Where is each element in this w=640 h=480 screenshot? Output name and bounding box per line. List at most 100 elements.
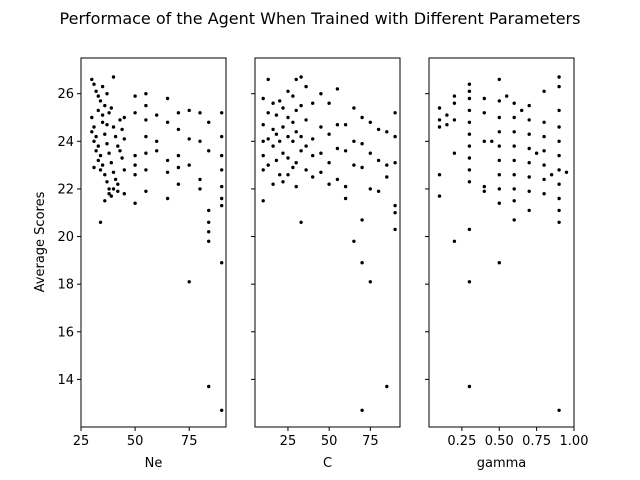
scatter-point xyxy=(278,139,282,143)
scatter-point xyxy=(299,220,303,224)
scatter-point xyxy=(198,111,202,115)
x-axis-label: gamma xyxy=(477,456,527,471)
scatter-point xyxy=(261,153,265,158)
scatter-point xyxy=(393,211,397,215)
scatter-point xyxy=(299,134,303,139)
x-tick-label: 0.75 xyxy=(522,434,551,449)
scatter-point xyxy=(144,168,148,172)
scatter-point xyxy=(118,149,122,153)
scatter-point xyxy=(542,163,546,167)
scatter-point xyxy=(92,82,96,86)
scatter-point xyxy=(497,187,501,191)
scatter-point xyxy=(319,151,323,155)
scatter-point xyxy=(220,408,224,412)
scatter-point xyxy=(557,125,561,129)
scatter-point xyxy=(220,111,224,115)
scatter-point xyxy=(393,134,397,139)
scatter-point xyxy=(542,177,546,182)
panel-frame xyxy=(428,57,575,428)
scatter-point xyxy=(187,280,191,284)
scatter-point xyxy=(220,134,224,139)
scatter-point xyxy=(281,151,285,155)
scatter-point xyxy=(542,192,546,196)
scatter-point xyxy=(437,125,442,129)
scatter-point xyxy=(352,106,356,110)
scatter-point xyxy=(437,194,442,198)
scatter-point xyxy=(122,115,127,120)
x-tick-label: 75 xyxy=(181,434,198,449)
scatter-point xyxy=(557,408,561,412)
scatter-point xyxy=(527,132,531,136)
scatter-point xyxy=(144,189,148,193)
scatter-point xyxy=(304,144,308,148)
scatter-point xyxy=(111,75,116,79)
scatter-point xyxy=(497,115,501,120)
scatter-point xyxy=(343,196,348,201)
scatter-point xyxy=(103,132,107,136)
scatter-point xyxy=(165,170,170,174)
scatter-point xyxy=(155,149,159,153)
scatter-point xyxy=(542,149,546,153)
scatter-point xyxy=(360,261,364,265)
scatter-point xyxy=(467,132,472,136)
scatter-point xyxy=(512,199,516,203)
scatter-point xyxy=(274,158,279,163)
scatter-point xyxy=(437,106,442,110)
scatter-point xyxy=(144,92,148,96)
scatter-point xyxy=(368,151,372,155)
scatter-point xyxy=(103,173,107,177)
scatter-point xyxy=(497,130,501,134)
panel-1: 14 16 18 20 22 24 26 25 50 75 Ne xyxy=(57,57,227,471)
scatter-point xyxy=(220,261,224,265)
scatter-point xyxy=(467,96,472,101)
scatter-point xyxy=(497,144,501,148)
scatter-point xyxy=(220,203,224,208)
scatter-point xyxy=(286,134,290,139)
scatter-point xyxy=(90,115,94,120)
scatter-point xyxy=(271,127,275,132)
scatter-point xyxy=(437,173,442,177)
scatter-point xyxy=(393,227,397,232)
scatter-point xyxy=(368,120,372,125)
scatter-point xyxy=(335,146,340,151)
scatter-point xyxy=(327,132,331,136)
scatter-point xyxy=(261,168,265,172)
scatter-point xyxy=(527,103,531,108)
scatter-point xyxy=(557,153,561,158)
scatter-point xyxy=(286,156,290,160)
scatter-point xyxy=(261,139,265,143)
scatter-point xyxy=(467,384,472,389)
scatter-point xyxy=(207,384,211,389)
scatter-point xyxy=(165,120,170,125)
scatter-point xyxy=(261,96,265,101)
x-tick-label: 25 xyxy=(73,434,90,449)
scatter-point xyxy=(557,108,561,113)
scatter-point xyxy=(266,137,270,141)
y-tick-label: 14 xyxy=(57,373,74,388)
scatter-point xyxy=(294,130,298,134)
scatter-point xyxy=(187,163,191,167)
scatter-point xyxy=(207,149,211,153)
scatter-point xyxy=(100,84,105,89)
scatter-point xyxy=(274,113,279,117)
scatter-point xyxy=(100,163,105,167)
scatter-point xyxy=(207,120,211,125)
scatter-point xyxy=(557,168,561,172)
scatter-point xyxy=(557,75,561,79)
scatter-point xyxy=(343,149,348,153)
scatter-point xyxy=(96,144,101,148)
scatter-point xyxy=(100,113,105,117)
scatter-point xyxy=(452,94,457,98)
scatter-point xyxy=(452,239,457,243)
panel-frame xyxy=(80,57,227,428)
scatter-point xyxy=(311,137,315,141)
scatter-point xyxy=(155,139,159,143)
scatter-point xyxy=(327,101,331,105)
scatter-point xyxy=(105,142,109,146)
y-tick-label: 24 xyxy=(57,135,74,150)
scatter-point xyxy=(105,123,109,127)
scatter-point xyxy=(271,101,275,105)
scatter-point xyxy=(542,134,546,139)
scatter-point xyxy=(133,201,137,205)
scatter-point xyxy=(542,120,546,125)
